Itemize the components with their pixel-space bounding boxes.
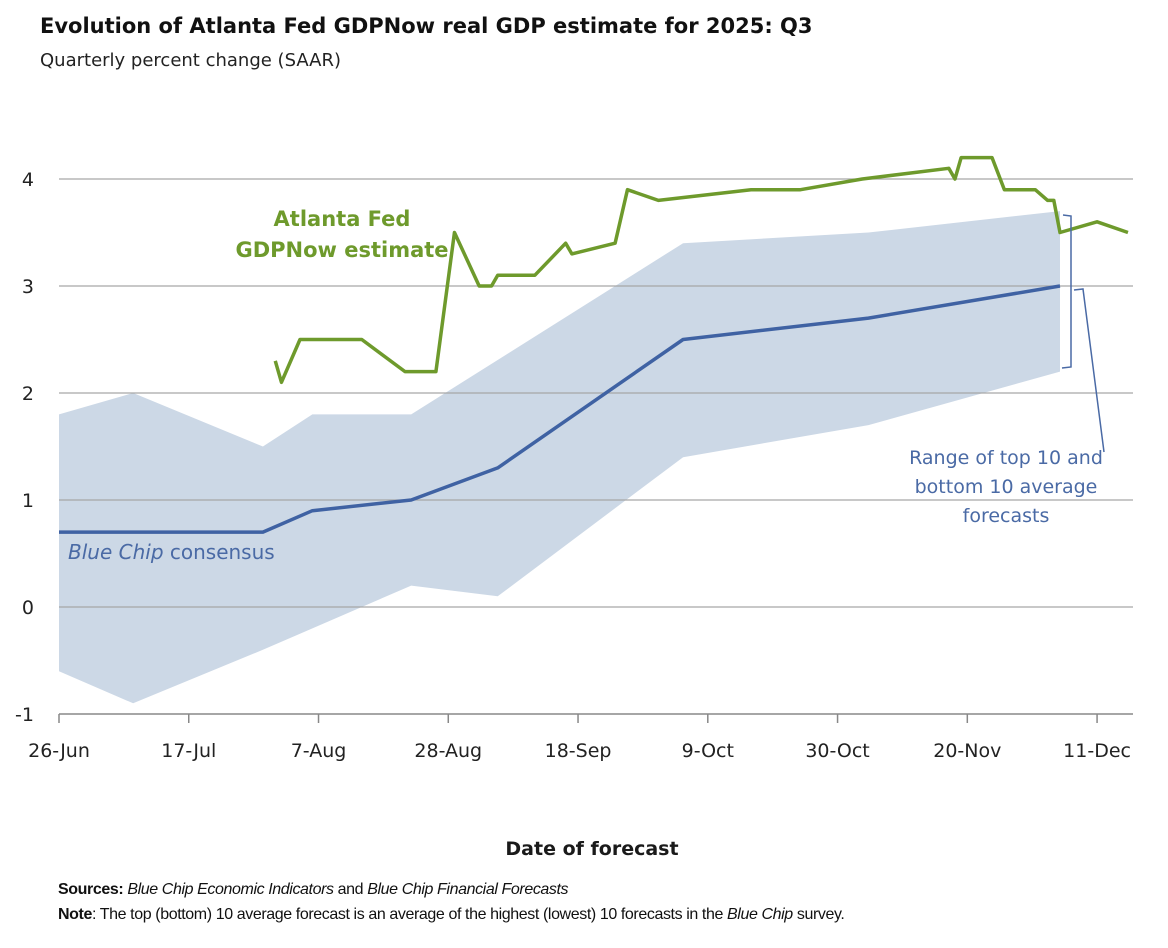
gdpnow-annotation-line1: Atlanta Fed bbox=[273, 207, 411, 231]
x-tick-label: 18-Sep bbox=[545, 740, 612, 762]
range-bracket-pointer bbox=[1073, 288, 1105, 453]
gdpnow-line bbox=[273, 155, 1129, 385]
chart-subtitle: Quarterly percent change (SAAR) bbox=[40, 50, 341, 71]
x-axis-label: Date of forecast bbox=[505, 838, 679, 860]
gdpnow-annotation: Atlanta Fed GDPNow estimate bbox=[212, 204, 472, 266]
y-tick-label: 0 bbox=[22, 597, 34, 619]
sources-and: and bbox=[333, 881, 368, 898]
consensus-line bbox=[59, 284, 1061, 534]
note-label: Note bbox=[58, 906, 92, 923]
y-tick-label: -1 bbox=[15, 704, 34, 726]
sources-title-1: Blue Chip Economic Indicators bbox=[127, 881, 334, 898]
range-annotation-line3: forecasts bbox=[962, 505, 1050, 527]
note-italic: Blue Chip bbox=[727, 906, 793, 923]
x-tick-label: 28-Aug bbox=[414, 740, 482, 762]
consensus-annotation-italic: Blue Chip bbox=[68, 540, 164, 564]
x-tick-label: 11-Dec bbox=[1063, 740, 1131, 762]
x-tick-label: 26-Jun bbox=[28, 740, 90, 762]
forecast-range-band bbox=[59, 211, 1060, 704]
sources-title-2: Blue Chip Financial Forecasts bbox=[367, 881, 569, 898]
gdpnow-annotation-line2: GDPNow estimate bbox=[235, 238, 449, 262]
y-tick-label: 1 bbox=[22, 490, 34, 512]
y-tick-label: 2 bbox=[22, 383, 34, 405]
note-text-1: : The top (bottom) 10 average forecast i… bbox=[91, 906, 728, 923]
consensus-annotation: Blue Chip consensus bbox=[68, 540, 275, 564]
sources-line: Sources: Blue Chip Economic Indicators a… bbox=[58, 881, 569, 899]
sources-label: Sources: bbox=[58, 881, 124, 898]
chart-title: Evolution of Atlanta Fed GDPNow real GDP… bbox=[40, 14, 813, 38]
y-tick-label: 4 bbox=[22, 169, 34, 191]
x-tick-label: 30-Oct bbox=[805, 740, 869, 762]
range-annotation-line1: Range of top 10 and bbox=[909, 447, 1103, 469]
consensus-annotation-rest: consensus bbox=[163, 540, 275, 564]
note-text-2: survey. bbox=[792, 906, 845, 923]
range-bracket-upper bbox=[1061, 214, 1072, 369]
range-annotation: Range of top 10 and bottom 10 average fo… bbox=[900, 444, 1112, 531]
x-tick-label: 20-Nov bbox=[933, 740, 1001, 762]
x-tick-label: 17-Jul bbox=[161, 740, 216, 762]
range-annotation-line2: bottom 10 average bbox=[914, 476, 1098, 498]
x-tick-label: 7-Aug bbox=[291, 740, 347, 762]
x-tick-label: 9-Oct bbox=[682, 740, 734, 762]
note-line: Note: The top (bottom) 10 average foreca… bbox=[58, 906, 845, 924]
y-tick-label: 3 bbox=[22, 276, 34, 298]
